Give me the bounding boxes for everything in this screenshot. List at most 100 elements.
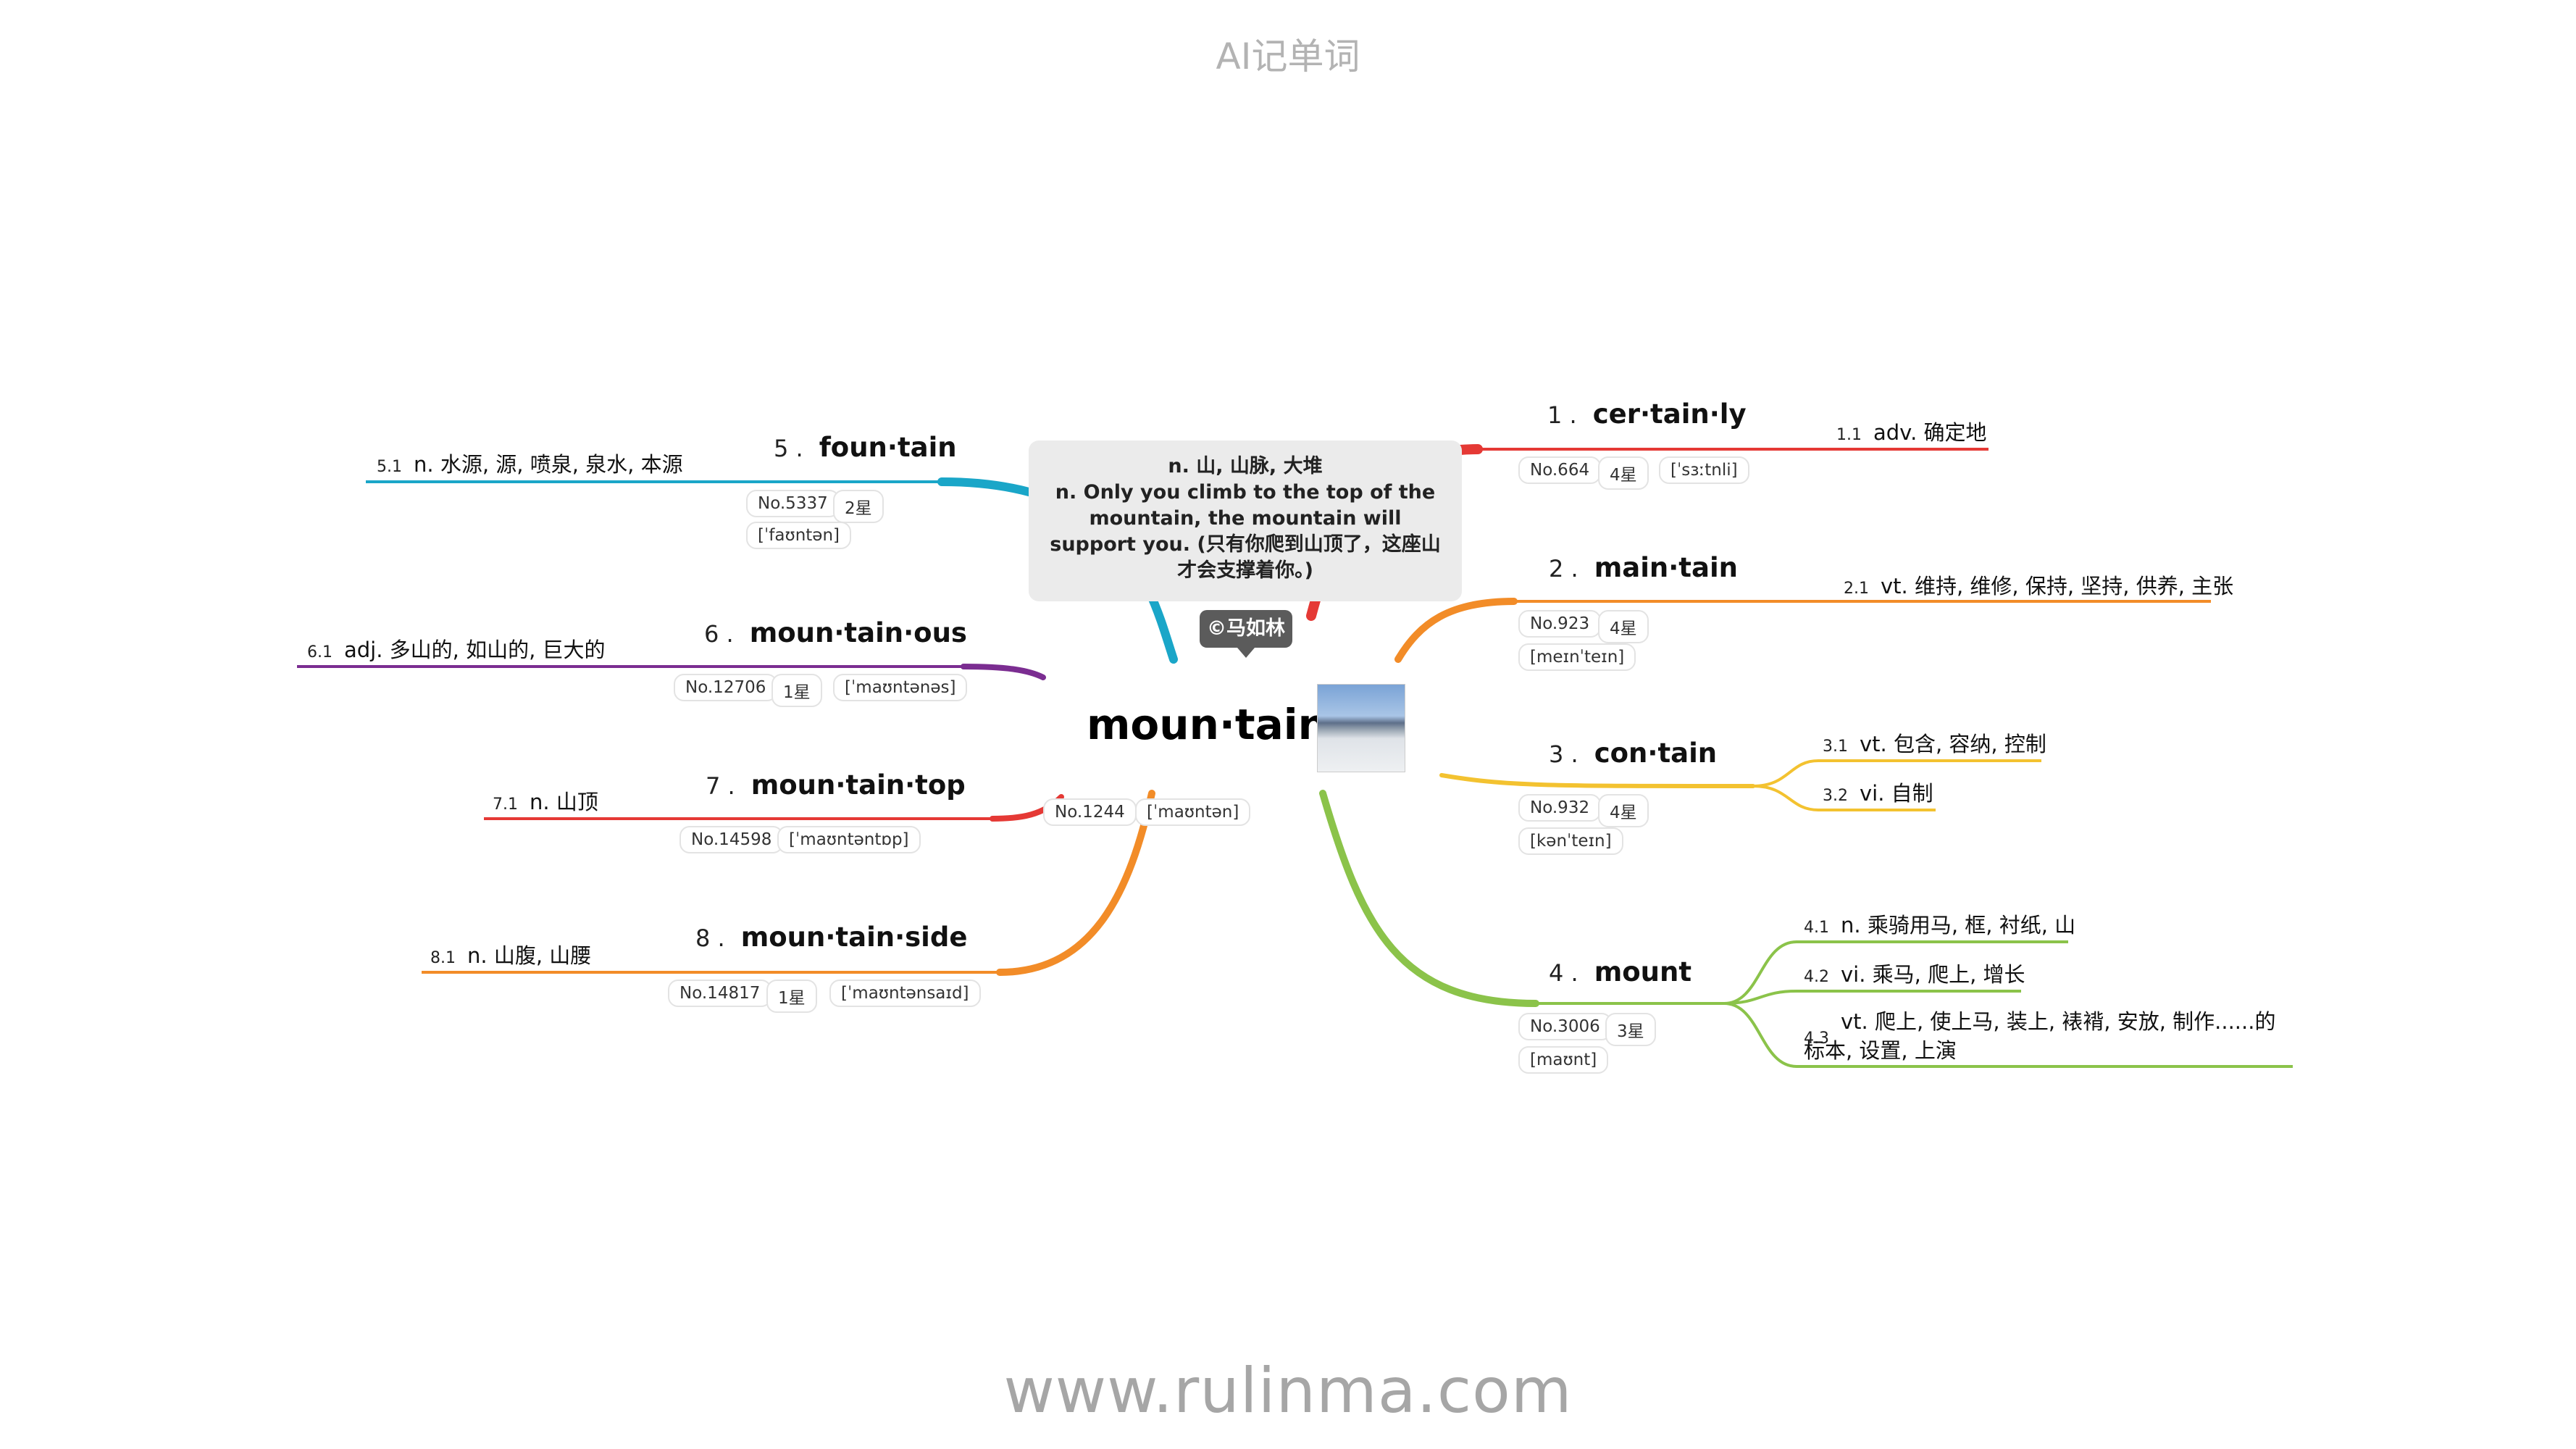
branch-word-certainly[interactable]: 1 . cer·tain·ly	[1547, 398, 1747, 430]
tag-stars: 2星	[833, 490, 884, 523]
definition-4-1: 4.1 n. 乘骑用马, 框, 衬纸, 山	[1804, 909, 2075, 939]
definition-index: 3.2	[1823, 787, 1848, 805]
definition-6-1: 6.1 adj. 多山的, 如山的, 巨大的	[307, 633, 606, 664]
branch-word-text: moun·tain·top	[750, 769, 966, 801]
branch-word-fountain[interactable]: 5 . foun·tain	[774, 432, 957, 463]
definition-index: 3.1	[1823, 738, 1848, 756]
definition-text: n. 乘骑用马, 框, 衬纸, 山	[1841, 913, 2076, 938]
tag-phonetic: [ˈmaʊntənəs]	[833, 674, 968, 701]
definition-3-1: 3.1 vt. 包含, 容纳, 控制	[1823, 727, 2046, 758]
branch-word-text: moun·tain·side	[740, 922, 968, 953]
tag-phonetic: [kənˈteɪn]	[1518, 827, 1623, 855]
tag-stars: 1星	[771, 674, 822, 707]
connector-mountainside	[996, 790, 1155, 976]
branch-word-text: main·tain	[1594, 552, 1738, 583]
header-title: AI记单词	[1216, 36, 1360, 78]
definition-index: 6.1	[307, 643, 333, 661]
definition-index: 1.1	[1836, 426, 1862, 444]
definition-text: vi. 自制	[1860, 781, 1933, 806]
tag-no: No.664	[1518, 456, 1602, 484]
definition-text: adv. 确定地	[1873, 420, 1987, 445]
definition-index: 4.1	[1804, 919, 1829, 937]
tag-stars: 3星	[1605, 1013, 1656, 1046]
footer-url[interactable]: www.rulinma.com	[1003, 1355, 1573, 1427]
definition-text: n. 山腹, 山腰	[467, 943, 592, 968]
tag-no: No.14598	[679, 826, 784, 853]
meaning-callout: n. 山, 山脉, 大堆 n. Only you climb to the to…	[1029, 440, 1462, 601]
branch-word-text: con·tain	[1594, 738, 1718, 769]
branch-number: 1 .	[1547, 401, 1577, 429]
branch-word-contain[interactable]: 3 . con·tain	[1549, 738, 1717, 769]
tag-stars: 4星	[1598, 456, 1649, 490]
branch-number: 7 .	[706, 772, 735, 800]
tag-no: No.932	[1518, 794, 1602, 822]
branch-number: 4 .	[1549, 959, 1578, 987]
tag-stars: 1星	[766, 980, 817, 1013]
tag-stars: 4星	[1598, 610, 1649, 643]
tag-phonetic: [ˈsɜːtnli]	[1659, 456, 1749, 484]
definition-text: vt. 爬上, 使上马, 装上, 裱褙, 安放, 制作......的标本, 设置…	[1804, 1009, 2276, 1063]
definition-4-2: 4.2 vi. 乘马, 爬上, 增长	[1804, 958, 2025, 988]
definition-4-3: 4.3vt. 爬上, 使上马, 装上, 裱褙, 安放, 制作......的标本,…	[1804, 1009, 2282, 1064]
branch-word-text: cer·tain·ly	[1592, 398, 1747, 430]
definition-3-2: 3.2 vi. 自制	[1823, 777, 1933, 807]
definition-index: 2.1	[1844, 580, 1869, 598]
tag-phonetic: [ˈmaʊntəntɒp]	[777, 826, 921, 853]
definition-text: vt. 包含, 容纳, 控制	[1860, 732, 2046, 756]
branch-word-mountainside[interactable]: 8 . moun·tain·side	[695, 922, 967, 953]
connector-maintain	[1394, 598, 1518, 663]
tag-stars: 4星	[1598, 794, 1649, 827]
definition-2-1: 2.1 vt. 维持, 维修, 保持, 坚持, 供养, 主张	[1844, 569, 2233, 600]
connector-contain	[1439, 773, 1755, 788]
branch-word-text: moun·tain·ous	[749, 617, 967, 648]
connector-mountainous	[961, 664, 1046, 680]
definition-index: 8.1	[430, 949, 456, 967]
branch-word-maintain[interactable]: 2 . main·tain	[1549, 552, 1738, 583]
fork-mount-1	[1723, 940, 2068, 1005]
connector-mount	[1319, 790, 1539, 1007]
definition-1-1: 1.1 adv. 确定地	[1836, 416, 1987, 446]
definition-index: 4.3	[1804, 1030, 1829, 1048]
definition-index: 4.2	[1804, 968, 1829, 986]
branch-number: 6 .	[704, 620, 734, 648]
center-word[interactable]: moun·tain	[1087, 700, 1328, 749]
fork-contain-2	[1752, 785, 1936, 811]
branch-word-mountainous[interactable]: 6 . moun·tain·ous	[704, 617, 967, 648]
mountain-photo-icon	[1317, 684, 1405, 772]
branch-number: 3 .	[1549, 740, 1578, 768]
definition-5-1: 5.1 n. 水源, 源, 喷泉, 泉水, 本源	[377, 448, 683, 478]
branch-number: 2 .	[1549, 555, 1578, 582]
tag-phonetic: [maʊnt]	[1518, 1046, 1609, 1074]
center-no-tag: No.1244	[1043, 798, 1137, 826]
tag-phonetic: [ˈmaʊntənsaɪd]	[829, 980, 981, 1007]
definition-text: vi. 乘马, 爬上, 增长	[1841, 962, 2025, 987]
definition-index: 5.1	[377, 458, 402, 476]
author-badge: ©马如林	[1200, 610, 1292, 658]
branch-word-mount[interactable]: 4 . mount	[1549, 956, 1691, 987]
center-phonetic-tag: [ˈmaʊntən]	[1135, 798, 1251, 826]
definition-text: vt. 维持, 维修, 保持, 坚持, 供养, 主张	[1881, 574, 2234, 598]
fork-contain-1	[1752, 759, 2041, 788]
tag-no: No.923	[1518, 610, 1602, 638]
center-example: n. Only you climb to the top of the moun…	[1050, 481, 1441, 582]
definition-text: n. 山顶	[530, 790, 598, 814]
branch-word-mountaintop[interactable]: 7 . moun·tain·top	[706, 769, 966, 801]
tag-no: No.3006	[1518, 1013, 1612, 1040]
definition-text: adj. 多山的, 如山的, 巨大的	[344, 638, 606, 662]
fork-mount-3	[1723, 1002, 2293, 1068]
definition-text: n. 水源, 源, 喷泉, 泉水, 本源	[414, 452, 683, 477]
tag-no: No.12706	[674, 674, 778, 701]
fork-mount-2	[1723, 990, 2021, 1005]
definition-7-1: 7.1 n. 山顶	[493, 785, 598, 816]
branch-number: 8 .	[695, 924, 725, 952]
center-meaning: n. 山, 山脉, 大堆	[1168, 455, 1323, 477]
definition-8-1: 8.1 n. 山腹, 山腰	[430, 939, 591, 969]
branch-word-text: foun·tain	[819, 432, 957, 463]
tag-no: No.5337	[746, 490, 840, 517]
definition-index: 7.1	[493, 796, 518, 814]
tag-no: No.14817	[668, 980, 772, 1007]
tag-phonetic: [ˈfaʊntən]	[746, 522, 851, 549]
branch-number: 5 .	[774, 435, 803, 462]
branch-word-text: mount	[1594, 956, 1692, 987]
